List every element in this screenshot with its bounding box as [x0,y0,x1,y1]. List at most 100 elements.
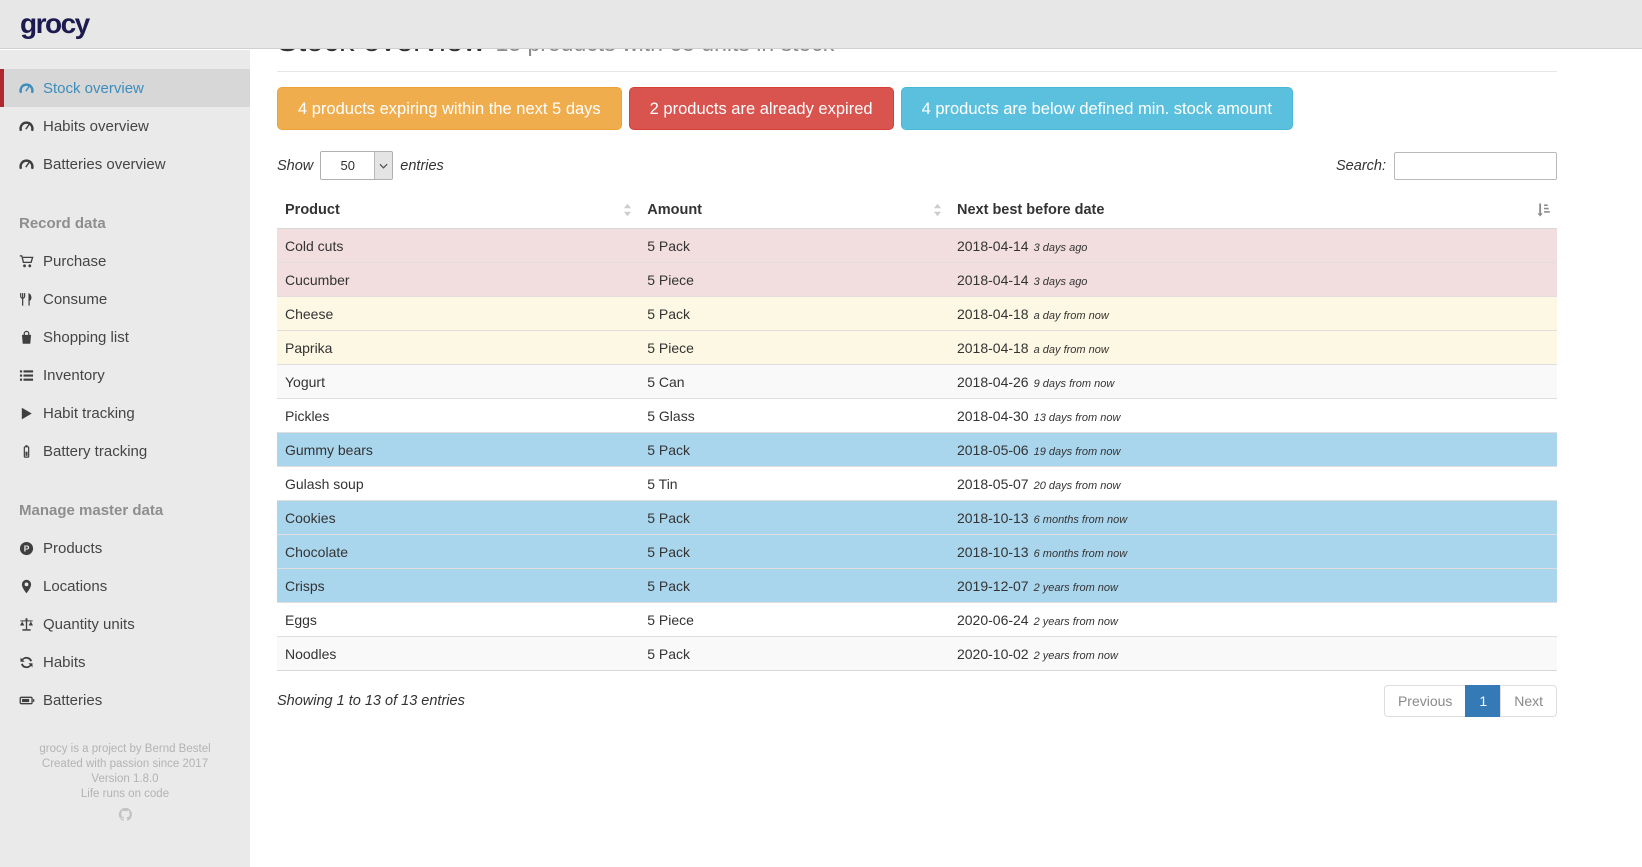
stock-table: Product Amount Next best before date Col… [277,192,1557,671]
expiring-products-button[interactable]: 4 products expiring within the next 5 da… [277,87,622,130]
sidebar-item-habits-overview[interactable]: Habits overview [0,107,250,145]
table-row[interactable]: Pickles 5 Glass 2018-04-30 13 days from n… [277,398,1557,433]
product-cell: Cold cuts [285,237,344,254]
best-before-cell: 2018-10-13 6 months from now [949,535,1557,569]
previous-page-button[interactable]: Previous [1383,685,1467,717]
best-before-cell: 2018-04-30 13 days from now [949,399,1557,433]
sort-both-icon [933,203,942,217]
search-label: Search: [1336,157,1386,174]
tachometer-icon [19,157,43,172]
below-min-stock-button[interactable]: 4 products are below defined min. stock … [900,87,1293,130]
amount-cell: 5 Piece [647,271,694,288]
table-row[interactable]: Crisps 5 Pack 2019-12-07 2 years from now [277,568,1557,603]
sidebar-item-label: Habits overview [43,117,149,135]
sidebar-item-consume[interactable]: Consume [0,280,250,318]
status-buttons: 4 products expiring within the next 5 da… [277,87,1557,130]
best-before-cell: 2018-10-13 6 months from now [949,501,1557,535]
sidebar-item-shopping-list[interactable]: Shopping list [0,318,250,356]
table-row[interactable]: Gulash soup 5 Tin 2018-05-07 20 days from… [277,466,1557,501]
expired-products-button[interactable]: 2 products are already expired [628,87,894,130]
product-cell: Paprika [285,339,333,356]
next-page-button[interactable]: Next [1500,685,1557,717]
best-before-note: 13 days from now [1033,411,1121,424]
column-header-product[interactable]: Product [277,192,640,229]
table-row[interactable]: Cucumber 5 Piece 2018-04-14 3 days ago [277,262,1557,297]
svg-text:P: P [24,543,30,553]
map-marker-icon [19,579,43,594]
page-1-button[interactable]: 1 [1465,685,1502,717]
tachometer-icon [19,119,43,134]
column-header-next-best-before-date[interactable]: Next best before date [948,192,1557,229]
stock-table-body: Cold cuts 5 Pack 2018-04-14 3 days ago Cu… [277,228,1557,671]
best-before-note: 2 years from now [1033,649,1118,662]
sidebar-item-products[interactable]: P Products [0,529,250,567]
product-cell: Cookies [285,509,336,526]
table-row[interactable]: Chocolate 5 Pack 2018-10-13 6 months from… [277,534,1557,569]
best-before-date: 2018-05-06 [956,441,1029,458]
sidebar-item-batteries-overview[interactable]: Batteries overview [0,145,250,183]
sync-icon [19,655,43,670]
best-before-date: 2018-04-14 [956,237,1029,254]
sidebar-item-purchase[interactable]: Purchase [0,242,250,280]
amount-cell: 5 Pack [647,441,691,458]
balance-scale-icon [19,617,43,632]
sidebar-item-habits[interactable]: Habits [0,643,250,681]
sidebar-footer: grocy is a project by Bernd Bestel Creat… [0,742,250,827]
sidebar-item-stock-overview[interactable]: Stock overview [0,69,250,107]
sidebar-item-batteries[interactable]: Batteries [0,681,250,719]
chevron-down-icon [374,152,393,179]
sidebar-item-battery-tracking[interactable]: Battery tracking [0,432,250,470]
sidebar-item-label: Battery tracking [43,442,148,460]
sidebar-item-quantity-units[interactable]: Quantity units [0,605,250,643]
product-cell: Chocolate [285,543,349,560]
search-control: Search: [1336,151,1557,180]
utensils-icon [19,292,43,307]
sidebar-item-label: Habit tracking [43,404,135,422]
product-cell: Gummy bears [285,441,373,458]
best-before-cell: 2018-05-07 20 days from now [949,467,1557,501]
best-before-date: 2020-06-24 [956,611,1029,628]
best-before-cell: 2018-05-06 19 days from now [949,433,1557,467]
amount-cell: 5 Pack [647,305,691,322]
app-logo[interactable]: grocy [20,8,90,39]
best-before-cell: 2018-04-18 a day from now [949,331,1557,365]
search-input[interactable] [1394,151,1557,180]
product-cell: Pickles [285,407,330,424]
sidebar-item-label: Quantity units [43,615,135,633]
table-row[interactable]: Noodles 5 Pack 2020-10-02 2 years from no… [277,636,1557,671]
pagination: Previous 1 Next [1383,685,1557,717]
table-row[interactable]: Paprika 5 Piece 2018-04-18 a day from now [277,330,1557,365]
page-length-select[interactable]: 50 [320,151,394,180]
table-row[interactable]: Gummy bears 5 Pack 2018-05-06 19 days fro… [277,432,1557,467]
play-icon [19,406,43,421]
best-before-date: 2018-04-18 [956,305,1029,322]
product-cell: Gulash soup [285,475,364,492]
best-before-date: 2018-04-26 [956,373,1029,390]
best-before-date: 2018-10-13 [956,509,1029,526]
github-icon[interactable] [0,807,250,827]
best-before-note: 6 months from now [1033,547,1128,560]
best-before-date: 2018-10-13 [956,543,1029,560]
amount-cell: 5 Tin [647,475,678,492]
best-before-note: 2 years from now [1033,581,1118,594]
table-row[interactable]: Cold cuts 5 Pack 2018-04-14 3 days ago [277,228,1557,263]
sidebar-item-locations[interactable]: Locations [0,567,250,605]
best-before-note: 3 days ago [1033,241,1088,254]
table-row[interactable]: Eggs 5 Piece 2020-06-24 2 years from now [277,602,1557,637]
sidebar-item-label: Stock overview [43,79,144,97]
column-header-amount[interactable]: Amount [639,192,949,229]
sidebar-section-record-data: Record data [19,214,106,232]
product-cell: Noodles [285,645,337,662]
sidebar-item-habit-tracking[interactable]: Habit tracking [0,394,250,432]
table-row[interactable]: Cheese 5 Pack 2018-04-18 a day from now [277,296,1557,331]
top-bar: grocy [0,0,1642,49]
sidebar-item-label: Locations [43,577,108,595]
table-footer: Showing 1 to 13 of 13 entries Previous 1… [277,685,1557,717]
amount-cell: 5 Glass [647,407,695,424]
best-before-cell: 2018-04-26 9 days from now [949,365,1557,399]
sidebar-item-inventory[interactable]: Inventory [0,356,250,394]
table-row[interactable]: Yogurt 5 Can 2018-04-26 9 days from now [277,364,1557,399]
table-row[interactable]: Cookies 5 Pack 2018-10-13 6 months from n… [277,500,1557,535]
best-before-note: 2 years from now [1033,615,1118,628]
amount-cell: 5 Can [647,373,685,390]
